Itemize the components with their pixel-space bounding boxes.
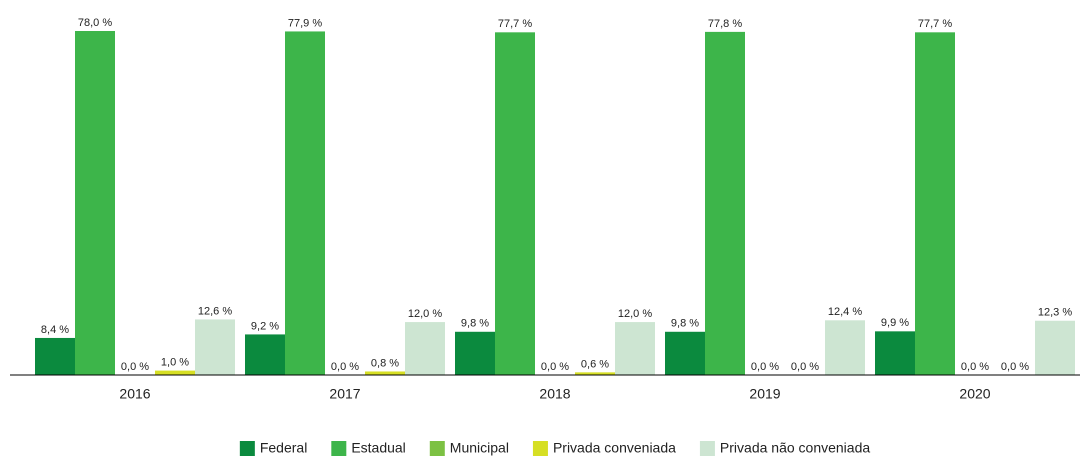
value-label: 0,0 % <box>541 361 569 373</box>
x-tick-label: 2017 <box>329 386 360 402</box>
value-label: 12,4 % <box>828 306 862 318</box>
value-label: 0,0 % <box>1001 361 1029 373</box>
bar <box>35 337 75 375</box>
value-label: 9,8 % <box>671 318 699 330</box>
bar <box>195 319 235 375</box>
value-label: 9,2 % <box>251 320 279 332</box>
value-label: 12,3 % <box>1038 307 1072 319</box>
bar <box>455 331 495 375</box>
value-label: 77,7 % <box>918 18 952 30</box>
value-label: 12,0 % <box>408 308 442 320</box>
legend-swatch <box>532 441 548 456</box>
legend-label: Estadual <box>351 440 405 456</box>
value-label: 77,9 % <box>288 17 322 29</box>
bar <box>365 371 405 375</box>
value-label: 0,0 % <box>331 361 359 373</box>
value-label: 0,0 % <box>791 361 819 373</box>
bar <box>665 331 705 375</box>
x-tick-label: 2016 <box>119 386 150 402</box>
value-label: 0,8 % <box>371 357 399 369</box>
bar <box>75 31 115 375</box>
value-label: 12,0 % <box>618 308 652 320</box>
legend-swatch <box>239 441 255 456</box>
value-label: 77,7 % <box>498 18 532 30</box>
legend: Federal Estadual Municipal Privada convenia… <box>239 440 870 456</box>
value-label: 1,0 % <box>161 356 189 368</box>
x-tick-label: 2018 <box>539 386 570 402</box>
bar <box>155 370 195 375</box>
value-label: 12,6 % <box>198 305 232 317</box>
value-label: 9,9 % <box>881 317 909 329</box>
x-tick-label: 2019 <box>749 386 780 402</box>
bar <box>285 31 325 375</box>
value-label: 8,4 % <box>41 324 69 336</box>
value-label: 77,8 % <box>708 18 742 30</box>
value-label: 0,0 % <box>751 361 779 373</box>
legend-label: Federal <box>260 440 307 456</box>
bar <box>615 322 655 375</box>
bar <box>705 31 745 376</box>
bar <box>875 331 915 375</box>
bar <box>1035 320 1075 375</box>
value-label: 0,0 % <box>121 361 149 373</box>
legend-label: Municipal <box>450 440 509 456</box>
bar <box>405 322 445 375</box>
bar <box>245 334 285 375</box>
bar <box>495 32 535 375</box>
value-label: 0,0 % <box>961 361 989 373</box>
legend-label: Privada conveniada <box>553 440 676 456</box>
value-label: 78,0 % <box>78 17 112 29</box>
legend-swatch <box>699 441 715 456</box>
legend-swatch <box>429 441 445 456</box>
x-tick-label: 2020 <box>959 386 990 402</box>
value-label: 9,8 % <box>461 318 489 330</box>
legend-swatch <box>331 441 347 456</box>
value-label: 0,6 % <box>581 358 609 370</box>
bar <box>915 32 955 375</box>
legend-label: Privada não conveniada <box>720 440 870 456</box>
bar <box>575 372 615 375</box>
bar <box>825 320 865 375</box>
